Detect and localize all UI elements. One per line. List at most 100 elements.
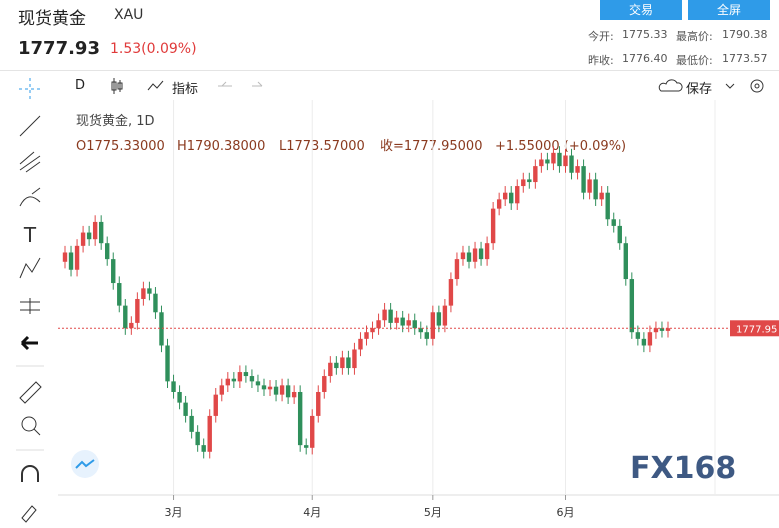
candle-body xyxy=(237,372,243,382)
drawing-toolbar: T xyxy=(16,78,44,523)
candle-body xyxy=(316,391,321,416)
candle-body xyxy=(647,332,653,346)
price-change: 1.53(0.09%) xyxy=(110,41,197,57)
candle-body xyxy=(183,402,188,416)
candle-body xyxy=(98,221,104,244)
candle-body xyxy=(358,338,363,350)
stat-value: 1776.40 xyxy=(622,52,668,65)
symbol: XAU xyxy=(114,7,144,23)
candle-body xyxy=(569,155,574,173)
x-tick-label: 4月 xyxy=(303,506,321,519)
candle-body xyxy=(322,376,327,392)
candle-body xyxy=(502,192,508,200)
candle-body xyxy=(563,155,568,167)
candle-body xyxy=(605,192,610,220)
candle-body xyxy=(472,248,478,262)
candle-body xyxy=(68,252,74,270)
candle-body xyxy=(243,372,249,377)
candle-body xyxy=(539,159,544,167)
stat-value: 1775.33 xyxy=(622,28,668,41)
candle-body xyxy=(92,221,98,240)
candle-body xyxy=(418,328,423,333)
candle-body xyxy=(105,243,110,260)
candle-body xyxy=(641,338,647,346)
candle-body xyxy=(86,232,92,240)
candle-body xyxy=(273,386,279,395)
x-tick-label: 3月 xyxy=(165,506,183,519)
candle-body xyxy=(141,288,146,299)
candle-body xyxy=(249,376,255,382)
price: 1777.93 xyxy=(18,38,100,59)
instrument-name: 现货黄金 xyxy=(18,9,86,29)
plot-area xyxy=(58,100,715,495)
last-price-label: 1777.95 xyxy=(736,324,777,335)
candle-body xyxy=(80,232,86,246)
candle-body xyxy=(454,259,460,280)
candle-body xyxy=(304,445,309,448)
candle-body xyxy=(285,385,291,398)
candle-body xyxy=(545,159,550,164)
watermark: FX168 xyxy=(630,451,736,486)
indicators[interactable]: 指标 xyxy=(172,82,199,97)
candle-body xyxy=(635,332,641,339)
candle-body xyxy=(436,312,442,326)
svg-text:T: T xyxy=(23,223,37,247)
candle-body xyxy=(135,298,140,323)
trade-button[interactable]: 交易 xyxy=(600,0,682,20)
stat-value: 1790.38 xyxy=(722,28,768,41)
candle-body xyxy=(442,305,448,326)
candle-body xyxy=(448,279,454,306)
candle-body xyxy=(515,186,520,204)
candle-body xyxy=(424,332,429,339)
candle-body xyxy=(478,248,484,260)
candle-body xyxy=(153,293,158,313)
interval[interactable]: D xyxy=(75,78,86,93)
candle-body xyxy=(484,243,490,260)
candle-body xyxy=(297,391,303,446)
candle-body xyxy=(430,312,436,339)
candle-body xyxy=(279,385,285,395)
candle-body xyxy=(400,317,405,326)
logo-icon xyxy=(75,459,95,469)
fullscreen-button[interactable]: 全屏 xyxy=(688,0,770,20)
legend-change: +1.55000 (+0.09%) xyxy=(495,139,626,154)
candle-body xyxy=(527,179,532,183)
candle-body xyxy=(611,219,616,226)
candle-body xyxy=(394,317,399,323)
candle-body xyxy=(617,225,622,244)
candle-body xyxy=(231,378,237,382)
candle-body xyxy=(111,259,116,284)
candle-body xyxy=(496,199,502,209)
stat-label: 最低价: xyxy=(676,54,713,67)
candle-body xyxy=(533,166,538,183)
candle-body xyxy=(255,381,261,386)
candle-body xyxy=(665,328,671,331)
legend-title: 现货黄金, 1D xyxy=(76,113,155,129)
last-price-box xyxy=(730,320,779,337)
candle-body xyxy=(382,309,387,321)
cloud-icon xyxy=(658,79,683,92)
candle-body xyxy=(575,166,580,173)
candle-body xyxy=(62,252,68,262)
x-tick-label: 5月 xyxy=(424,506,442,519)
candle-body xyxy=(207,415,212,452)
candle-body xyxy=(581,166,586,193)
candle-body xyxy=(370,328,375,333)
candle-body xyxy=(376,320,381,329)
stat-label: 昨收: xyxy=(588,54,614,67)
candle-body xyxy=(165,345,170,382)
candle-body xyxy=(659,328,665,331)
save[interactable]: 保存 xyxy=(686,82,713,97)
candle-body xyxy=(346,357,351,369)
candle-body xyxy=(123,305,128,329)
candle-body xyxy=(195,431,200,446)
candle-body xyxy=(147,288,152,294)
legend-open: O1775.33000 xyxy=(76,139,165,154)
legend-close: 收=1777.95000 xyxy=(380,139,482,154)
stat-value: 1773.57 xyxy=(722,52,768,65)
candle-body xyxy=(352,349,357,369)
candle-body xyxy=(509,192,514,204)
legend-low: L1773.57000 xyxy=(279,139,365,154)
candle-body xyxy=(328,362,333,377)
